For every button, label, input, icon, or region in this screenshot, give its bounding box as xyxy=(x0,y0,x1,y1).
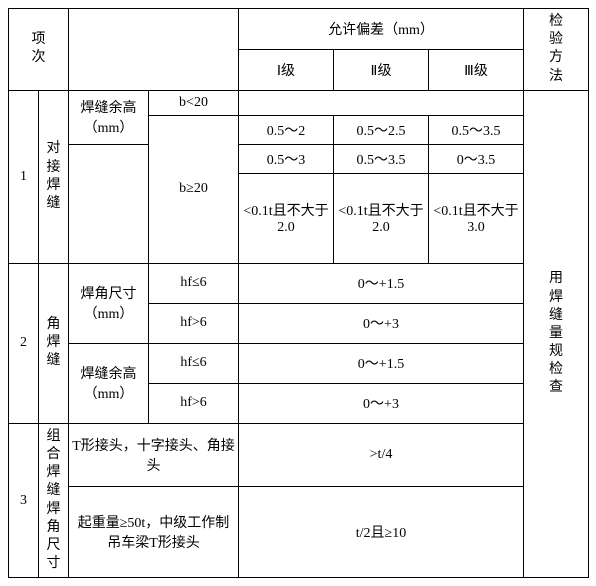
header-deviation: 允许偏差（mm） xyxy=(239,9,524,50)
row2-cond3: hf≤6 xyxy=(149,343,239,383)
row2-param2: 焊缝余高（mm） xyxy=(69,343,149,423)
row3-cond1: T形接头，十字接头、角接头 xyxy=(69,423,239,486)
row3-val1: >t/4 xyxy=(239,423,524,486)
row2-val2: 0～+3 xyxy=(239,303,524,343)
row2-cond2: hf>6 xyxy=(149,303,239,343)
row1-r4-l3: <0.1t且不大于3.0 xyxy=(429,173,524,263)
row1-type: 对接焊缝 xyxy=(39,90,69,263)
header-level1: Ⅰ级 xyxy=(239,49,334,90)
row1-no: 1 xyxy=(9,90,39,263)
row2-no: 2 xyxy=(9,263,39,423)
row1-r4-l2: <0.1t且不大于2.0 xyxy=(334,173,429,263)
row1-r4-l1: <0.1t且不大于2.0 xyxy=(239,173,334,263)
method-text: 用焊缝量规检查 xyxy=(524,90,589,578)
row1-r2-l3: 0.5～3.5 xyxy=(429,115,524,144)
row1-r3-l2: 0.5～3.5 xyxy=(334,144,429,173)
row1-cond1: b<20 xyxy=(149,90,239,115)
row2-cond4: hf>6 xyxy=(149,383,239,423)
row2-val4: 0～+3 xyxy=(239,383,524,423)
row1-r3-l3: 0～3.5 xyxy=(429,144,524,173)
header-level3: Ⅲ级 xyxy=(429,49,524,90)
row2-type: 角焊缝 xyxy=(39,263,69,423)
row2-cond1: hf≤6 xyxy=(149,263,239,303)
header-item-no: 项次 xyxy=(9,9,69,91)
row3-no: 3 xyxy=(9,423,39,578)
header-method: 检验方法 xyxy=(524,9,589,91)
row1-r2-l2: 0.5～2.5 xyxy=(334,115,429,144)
weld-inspection-table: 项次 允许偏差（mm） 检验方法 Ⅰ级 Ⅱ级 Ⅲ级 1 对接焊缝 焊缝余高（mm… xyxy=(8,8,589,578)
row2-param1: 焊角尺寸（mm） xyxy=(69,263,149,343)
row1-r2-l1: 0.5～2 xyxy=(239,115,334,144)
row3-type: 组合焊缝焊角尺寸 xyxy=(39,423,69,578)
row3-val2: t/2且≥10 xyxy=(239,486,524,578)
row1-r3-l1: 0.5～3 xyxy=(239,144,334,173)
row1-cond2: b≥20 xyxy=(149,115,239,263)
row2-val3: 0～+1.5 xyxy=(239,343,524,383)
row2-val1: 0～+1.5 xyxy=(239,263,524,303)
row1-param: 焊缝余高（mm） xyxy=(69,90,149,144)
header-level2: Ⅱ级 xyxy=(334,49,429,90)
row3-cond2: 起重量≥50t，中级工作制吊车梁T形接头 xyxy=(69,486,239,578)
